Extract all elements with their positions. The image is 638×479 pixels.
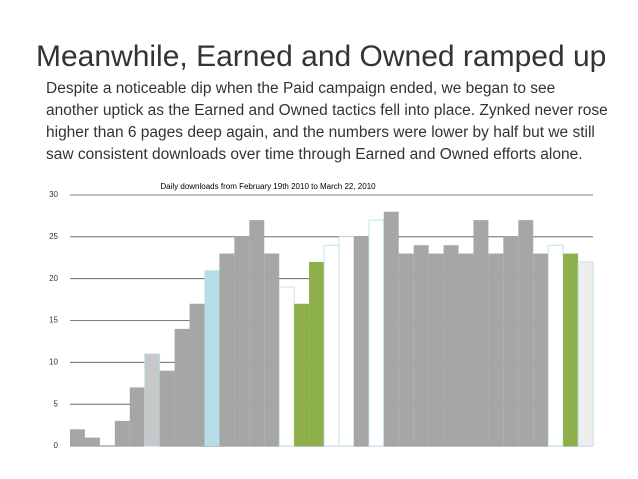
bar bbox=[338, 236, 355, 447]
bar bbox=[398, 253, 414, 446]
y-tick-label: 10 bbox=[49, 357, 58, 366]
bar bbox=[144, 353, 161, 447]
body-text: Despite a noticeable dip when the Paid c… bbox=[46, 80, 555, 97]
bar bbox=[204, 270, 220, 446]
bar bbox=[547, 244, 564, 447]
bar bbox=[503, 236, 519, 446]
body-text: higher than 6 pages deep again, and the … bbox=[46, 124, 595, 141]
bar bbox=[189, 303, 205, 446]
bar bbox=[533, 253, 549, 446]
y-tick-label: 30 bbox=[49, 190, 58, 199]
bar bbox=[458, 253, 474, 446]
bar bbox=[413, 245, 429, 446]
bar bbox=[174, 328, 190, 446]
slide-title: Meanwhile, Earned and Owned ramped up bbox=[36, 40, 606, 73]
y-tick-label: 20 bbox=[49, 274, 58, 283]
bar bbox=[114, 420, 130, 446]
bar bbox=[309, 261, 325, 446]
bar bbox=[443, 245, 459, 446]
bar bbox=[383, 211, 399, 446]
bar bbox=[294, 303, 310, 446]
bar bbox=[129, 387, 145, 446]
bar bbox=[518, 220, 534, 446]
bar bbox=[234, 236, 250, 446]
y-tick-label: 25 bbox=[49, 232, 58, 241]
y-tick-label: 0 bbox=[54, 441, 59, 450]
bar bbox=[159, 370, 175, 446]
bar bbox=[368, 219, 385, 447]
bar bbox=[577, 261, 594, 447]
bar bbox=[353, 236, 369, 446]
body-text: saw consistent downloads over time throu… bbox=[46, 146, 583, 163]
bar bbox=[249, 220, 265, 446]
bar bbox=[219, 253, 235, 446]
bar bbox=[84, 437, 100, 446]
bar bbox=[488, 253, 504, 446]
bar bbox=[278, 286, 295, 447]
bar bbox=[473, 220, 489, 446]
bar bbox=[323, 244, 340, 447]
bar bbox=[70, 429, 85, 446]
y-tick-label: 15 bbox=[49, 316, 58, 325]
bar bbox=[563, 253, 579, 446]
y-tick-label: 5 bbox=[54, 399, 59, 408]
bar bbox=[428, 253, 444, 446]
body-text: another uptick as the Earned and Owned t… bbox=[46, 102, 608, 119]
chart-title: Daily downloads from February 19th 2010 … bbox=[160, 182, 376, 191]
bar bbox=[264, 253, 280, 446]
